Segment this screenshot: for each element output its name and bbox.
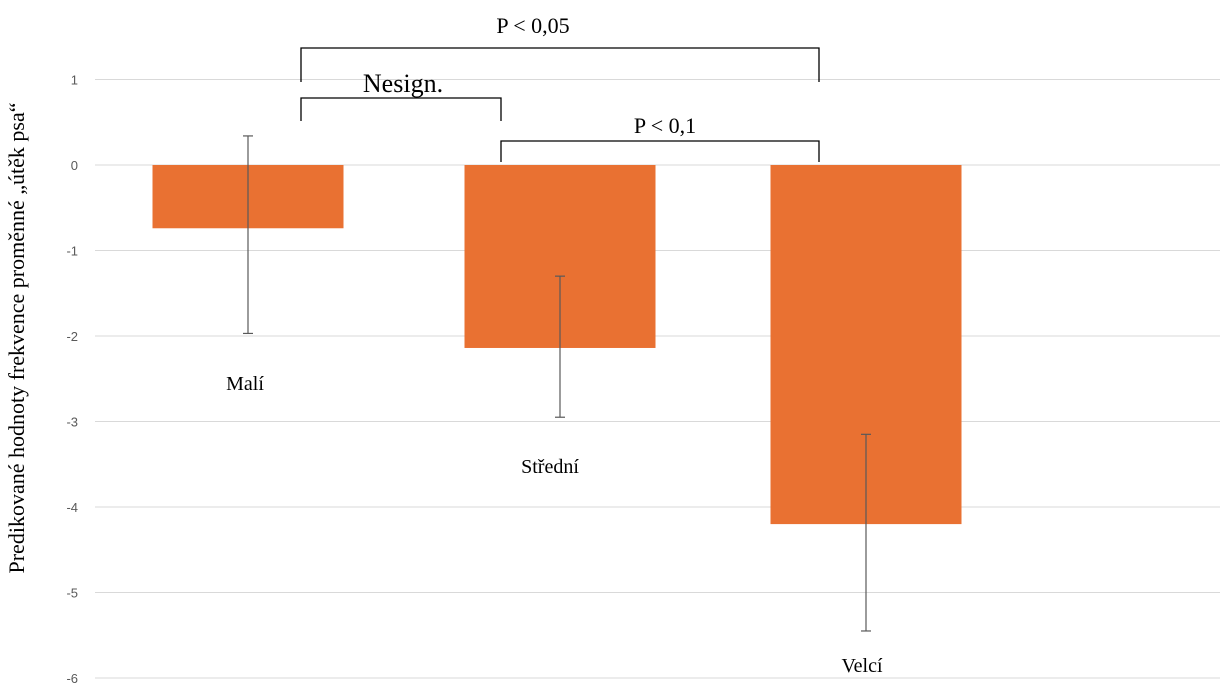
y-tick-label: -6 [66,671,78,684]
y-tick-label: -2 [66,329,78,344]
significance-label: P < 0,1 [634,113,696,138]
y-axis-label: Predikované hodnoty frekvence proměnné „… [4,103,29,574]
y-tick-label: -3 [66,415,78,430]
significance-label: P < 0,05 [496,13,569,38]
significance-bracket [300,47,820,82]
y-tick-label: 1 [71,73,78,88]
y-tick-label: -4 [66,500,78,515]
category-label: Střední [521,456,579,478]
error-bars [243,135,871,632]
y-axis-tick-labels: 1 0 -1 -2 -3 -4 -5 -6 [66,73,78,684]
y-tick-label: -5 [66,586,78,601]
significance-bracket [300,97,502,121]
category-labels: Malí Střední Velcí [226,373,883,677]
y-tick-label: 0 [71,158,78,173]
y-tick-label: -1 [66,244,78,259]
significance-brackets: Nesign. P < 0,1 P < 0,05 [300,13,820,162]
category-label: Malí [226,373,264,395]
significance-label: Nesign. [363,69,443,98]
category-label: Velcí [841,655,883,677]
significance-bracket [500,140,820,162]
